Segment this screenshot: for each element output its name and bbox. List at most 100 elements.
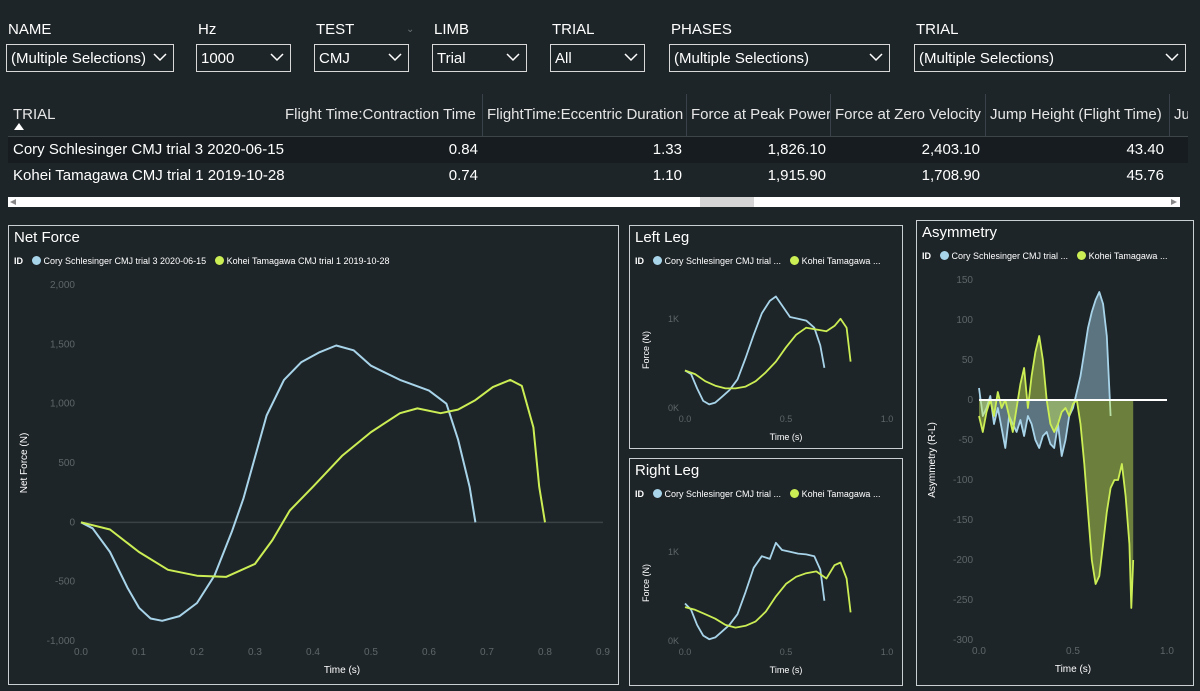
y-tick-label: -250: [953, 595, 973, 606]
chevron-down-icon: [1165, 53, 1179, 62]
column-separator: [482, 94, 483, 136]
x-tick-label: 0.5: [780, 414, 793, 424]
x-tick-label: 0.0: [74, 647, 88, 658]
column-header-jump-height[interactable]: Jump Height (Flight Time): [990, 106, 1162, 123]
y-tick-label: 1K: [668, 314, 679, 324]
slicer-title: TEST: [316, 21, 355, 38]
x-tick-label: 0.2: [190, 647, 204, 658]
x-axis-label: Time (s): [1055, 664, 1091, 675]
series-line-1: [80, 378, 546, 578]
y-tick-label: 1K: [668, 547, 679, 557]
trial-multi-dropdown[interactable]: (Multiple Selections): [914, 44, 1186, 72]
legend-id-label: ID: [635, 256, 644, 266]
column-header-force-zero-velocity[interactable]: Force at Zero Velocity: [835, 106, 981, 123]
legend-dot-icon: [1076, 251, 1086, 260]
scroll-right-icon[interactable]: [1171, 199, 1177, 205]
series-line-0: [978, 291, 1112, 457]
dropdown-value: All: [555, 50, 572, 67]
y-tick-label: 0K: [668, 636, 679, 646]
x-tick-label: 0.8: [538, 647, 552, 658]
legend-item[interactable]: Cory Schlesinger CMJ trial ...: [652, 256, 781, 266]
name-dropdown[interactable]: (Multiple Selections): [6, 44, 174, 72]
sort-ascending-icon: [14, 123, 24, 130]
chevron-down-icon: [388, 53, 402, 62]
y-tick-label: 150: [956, 275, 973, 286]
y-axis-label: Net Force (N): [19, 433, 30, 494]
asymmetry-chart: -300 -250 -200 -150 -100 -50 0 50 100 150 0.0 0.5 1.…: [927, 275, 1174, 675]
chart-title: Asymmetry: [922, 224, 997, 241]
x-axis-label: Time (s): [770, 665, 803, 675]
x-tick-label: 0.0: [679, 414, 692, 424]
column-header-flight-eccentric[interactable]: FlightTime:Eccentric Duration: [487, 106, 684, 123]
value-cell: 1,826.10: [767, 141, 826, 158]
chart-legend: ID Cory Schlesinger CMJ trial ... Kohei …: [635, 256, 886, 266]
slicer-title: Hz: [198, 21, 217, 38]
slicer-title: NAME: [8, 21, 52, 38]
y-tick-label: 0: [967, 395, 973, 406]
legend-dot-icon: [31, 256, 41, 265]
legend-item[interactable]: Kohei Tamagawa ...: [789, 256, 880, 266]
y-tick-label: 0K: [668, 403, 679, 413]
value-cell: 1.33: [652, 141, 682, 158]
net-force-chart: -1,000 -500 0 500 1,000 1,500 2,000 0.0 0.1 0.2 0.…: [19, 280, 610, 676]
trial-cell: Kohei Tamagawa CMJ trial 1 2019-10-28: [13, 167, 285, 184]
x-tick-label: 0.0: [679, 647, 692, 657]
chart-title: Right Leg: [635, 462, 700, 479]
series-line-0: [80, 344, 477, 622]
legend-dot-icon: [789, 256, 799, 265]
legend-item[interactable]: Cory Schlesinger CMJ trial ...: [652, 489, 781, 499]
right-leg-chart: 0K 1K 0.0 0.5 1.0 Time (s) Force (N): [641, 541, 893, 675]
table-row[interactable]: Cory Schlesinger CMJ trial 3 2020-06-15 …: [8, 137, 1188, 163]
phases-dropdown[interactable]: (Multiple Selections): [669, 44, 890, 72]
legend-item[interactable]: Kohei Tamagawa ...: [1076, 251, 1167, 261]
chevron-down-icon: ⌄: [406, 24, 415, 35]
legend-item[interactable]: Kohei Tamagawa ...: [789, 489, 880, 499]
horizontal-scrollbar[interactable]: [8, 197, 1180, 207]
x-tick-label: 0.5: [364, 647, 378, 658]
slicer-title: PHASES: [671, 21, 732, 38]
series-line-0: [684, 295, 826, 406]
y-tick-label: 100: [956, 315, 973, 326]
table-row[interactable]: Kohei Tamagawa CMJ trial 1 2019-10-28 0.…: [8, 163, 1188, 189]
chart-legend: ID Cory Schlesinger CMJ trial ... Kohei …: [922, 251, 1173, 261]
column-header-force-peak-power[interactable]: Force at Peak Power: [691, 106, 832, 123]
y-tick-label: 500: [58, 458, 75, 469]
value-cell: 1.10: [652, 167, 682, 184]
chevron-down-icon: [153, 53, 167, 62]
x-tick-label: 0.9: [596, 647, 610, 658]
y-axis-label: Asymmetry (R-L): [927, 422, 938, 498]
right-leg-panel: Right Leg ID Cory Schlesinger CMJ trial …: [629, 458, 903, 686]
slicer-title: TRIAL: [552, 21, 595, 38]
dropdown-value: (Multiple Selections): [919, 50, 1055, 67]
legend-dot-icon: [789, 489, 799, 498]
asymmetry-panel: Asymmetry ID Cory Schlesinger CMJ trial …: [916, 220, 1194, 686]
value-cell: 2,403.10: [921, 141, 980, 158]
chevron-down-icon: [506, 53, 520, 62]
scrollbar-thumb[interactable]: [700, 197, 754, 207]
column-header-truncated[interactable]: Ju: [1174, 106, 1188, 123]
y-tick-label: -1,000: [47, 636, 76, 647]
legend-dot-icon: [652, 489, 662, 498]
value-cell: 0.84: [448, 141, 478, 158]
trial-dropdown[interactable]: All: [550, 44, 645, 72]
y-tick-label: 1,000: [50, 399, 75, 410]
dropdown-value: Trial: [437, 50, 466, 67]
column-header-trial[interactable]: TRIAL: [13, 106, 56, 123]
legend-item[interactable]: Cory Schlesinger CMJ trial ...: [939, 251, 1068, 261]
legend-item[interactable]: Kohei Tamagawa CMJ trial 1 2019-10-28: [214, 256, 390, 266]
hz-dropdown[interactable]: 1000: [196, 44, 291, 72]
scroll-left-icon[interactable]: [10, 199, 16, 205]
series-line-1: [684, 561, 852, 629]
y-tick-label: 0: [69, 517, 75, 528]
test-dropdown[interactable]: CMJ: [314, 44, 409, 72]
x-axis-label: Time (s): [770, 432, 803, 442]
legend-id-label: ID: [635, 489, 644, 499]
column-header-flight-contraction[interactable]: Flight Time:Contraction Time: [285, 106, 476, 123]
x-tick-label: 0.0: [972, 646, 986, 657]
limb-dropdown[interactable]: Trial: [432, 44, 527, 72]
legend-item[interactable]: Cory Schlesinger CMJ trial 3 2020-06-15: [31, 256, 206, 266]
value-cell: 0.74: [448, 167, 478, 184]
y-axis-label: Force (N): [641, 331, 651, 369]
chart-title: Net Force: [14, 229, 80, 246]
y-tick-label: -300: [953, 635, 973, 646]
